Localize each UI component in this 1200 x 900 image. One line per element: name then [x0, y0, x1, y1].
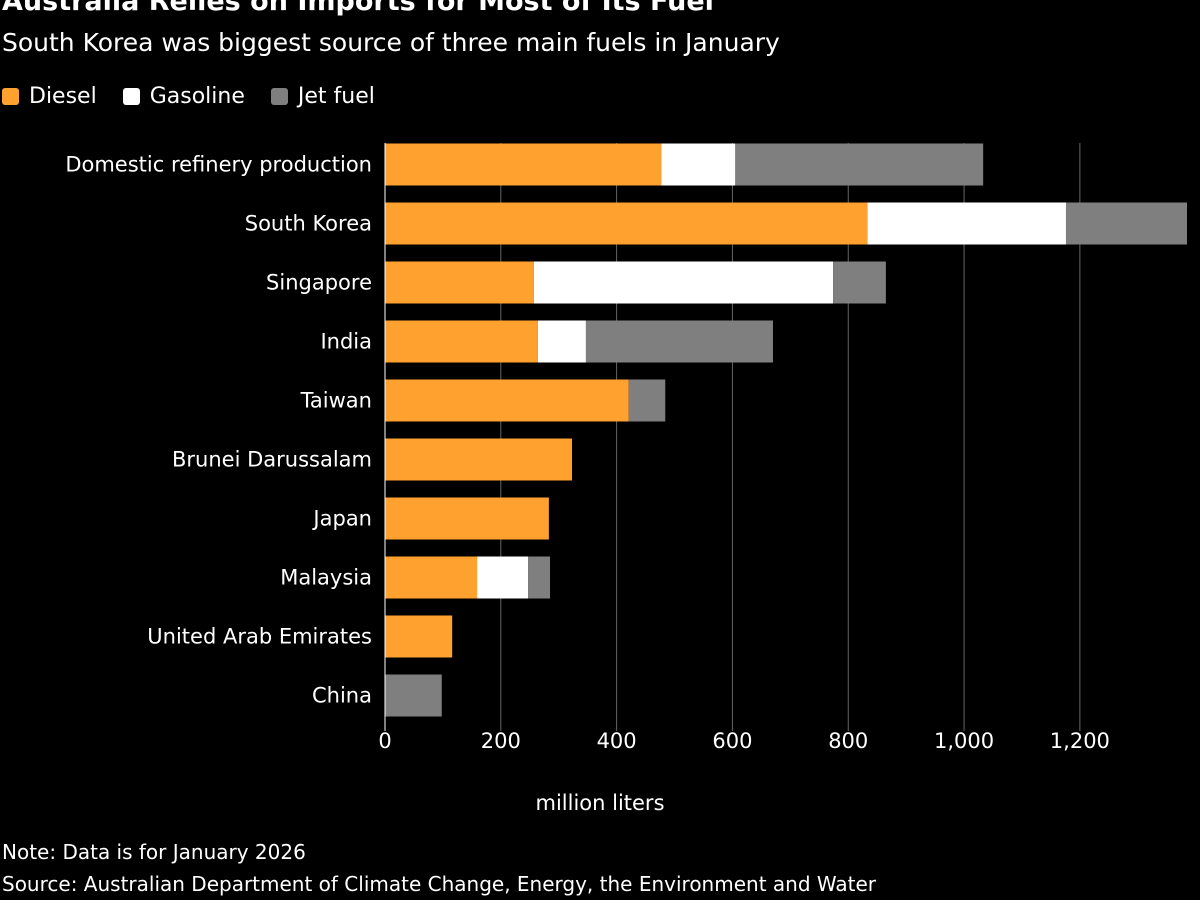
legend-swatch — [2, 88, 19, 105]
legend-label: Jet fuel — [297, 84, 375, 109]
category-label: Brunei Darussalam — [172, 448, 372, 472]
bar-jet-fuel — [735, 143, 984, 186]
x-tick-label: 200 — [481, 729, 521, 753]
bar-gasoline — [661, 143, 736, 186]
bar-jet-fuel — [628, 379, 666, 422]
category-label: United Arab Emirates — [147, 625, 372, 649]
x-tick-label: 0 — [378, 729, 391, 753]
source: Source: Australian Department of Climate… — [2, 872, 876, 896]
bar-diesel — [385, 497, 549, 540]
category-label: Taiwan — [300, 389, 372, 413]
bar-gasoline — [533, 261, 834, 304]
bar-jet-fuel — [833, 261, 886, 304]
category-label: Malaysia — [280, 566, 372, 590]
bar-diesel — [385, 379, 629, 422]
bar-jet-fuel — [528, 556, 551, 599]
legend-item-jet-fuel: Jet fuel — [270, 84, 375, 109]
category-label: India — [320, 330, 372, 354]
bar-diesel — [385, 261, 534, 304]
bar-gasoline — [477, 556, 529, 599]
bar-gasoline — [867, 202, 1066, 245]
bar-diesel — [385, 438, 573, 481]
legend-label: Gasoline — [149, 84, 245, 109]
legend-item-diesel: Diesel — [2, 84, 97, 109]
note: Note: Data is for January 2026 — [2, 840, 306, 864]
legend-swatch — [270, 88, 288, 105]
bar-diesel — [385, 202, 868, 245]
bar-diesel — [385, 615, 453, 658]
legend-swatch — [122, 88, 140, 105]
x-axis-label: million liters — [535, 791, 664, 815]
chart-title: Australia Relies on Imports for Most of … — [2, 0, 714, 17]
legend: Diesel Gasoline Jet fuel — [2, 84, 375, 109]
category-label: Singapore — [266, 271, 372, 295]
chart-subtitle: South Korea was biggest source of three … — [2, 28, 780, 57]
category-label: Domestic refinery production — [65, 153, 372, 177]
category-label: China — [312, 684, 372, 708]
bar-diesel — [385, 143, 662, 186]
x-tick-label: 800 — [828, 729, 868, 753]
bar-gasoline — [537, 320, 586, 363]
bar-diesel — [385, 320, 538, 363]
bar-jet-fuel — [585, 320, 773, 363]
category-label: South Korea — [245, 212, 372, 236]
x-tick-label: 1,000 — [934, 729, 994, 753]
category-label: Japan — [311, 507, 372, 531]
bar-jet-fuel — [385, 674, 442, 717]
x-tick-label: 600 — [712, 729, 752, 753]
x-tick-label: 1,200 — [1050, 729, 1110, 753]
x-tick-label: 400 — [597, 729, 637, 753]
bar-diesel — [385, 556, 478, 599]
bar-jet-fuel — [1065, 202, 1187, 245]
legend-item-gasoline: Gasoline — [122, 84, 245, 109]
legend-label: Diesel — [29, 84, 97, 109]
